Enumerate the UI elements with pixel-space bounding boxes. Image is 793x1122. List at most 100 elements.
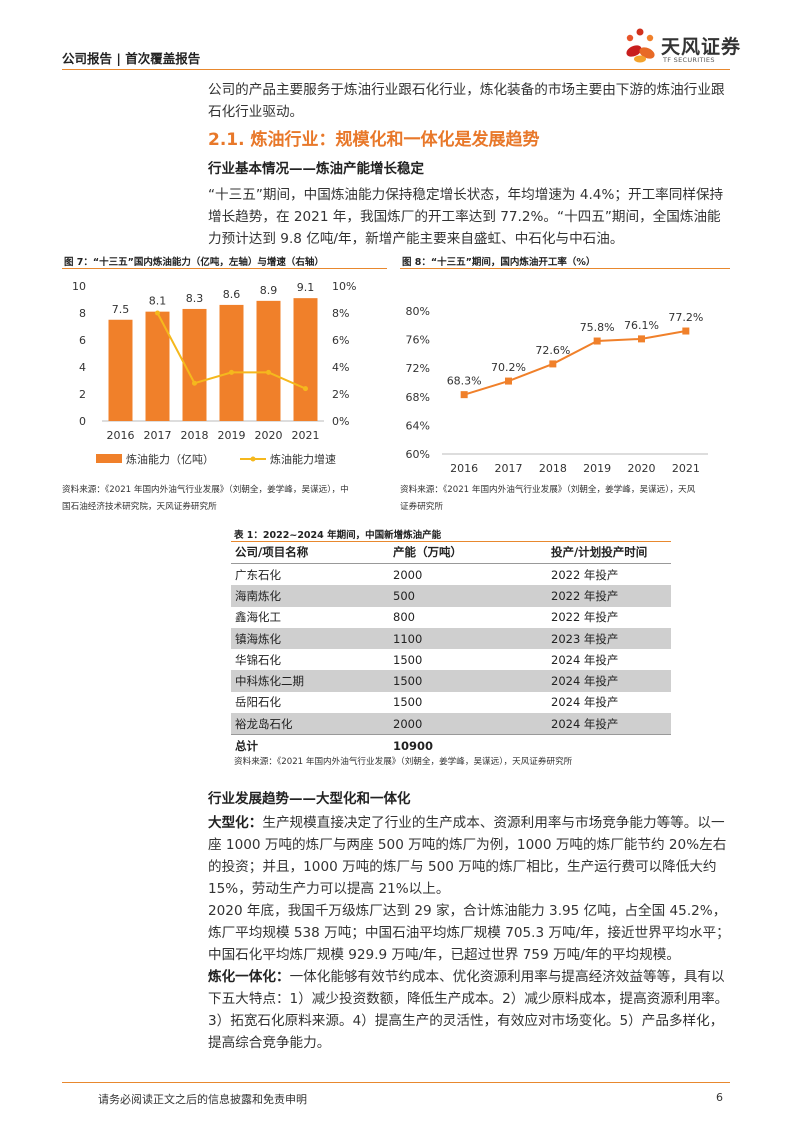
table-cell: 2024 年投产	[547, 713, 671, 735]
growth-rate-point	[266, 369, 271, 375]
table-header-capacity: 产能（万吨）	[389, 541, 547, 564]
table-header-row: 公司/项目名称 产能（万吨） 投产/计划投产时间	[231, 541, 671, 564]
utilization-label: 70.2%	[491, 361, 526, 374]
utilization-label: 77.2%	[668, 311, 703, 324]
utilization-line	[463, 330, 687, 396]
figure7-source: 资料来源：《2021 年国内外油气行业发展》（刘朝全，姜学峰，吴谋远），中 国石…	[62, 482, 392, 516]
paragraph-integration-text: 一体化能够有效节约成本、优化资源利用率与提高经济效益等等，具有以下五大特点：1）…	[208, 969, 729, 1051]
table-header-time: 投产/计划投产时间	[547, 541, 671, 564]
paragraph-scale-text: 生产规模直接决定了行业的生产成本、资源利用率与市场竞争能力等等。以一座 1000…	[208, 815, 727, 897]
figure7-source-line1: 资料来源：《2021 年国内外油气行业发展》（刘朝全，姜学峰，吴谋远），中	[62, 485, 349, 495]
section-title: 2.1. 炼油行业：规模化和一体化是发展趋势	[208, 130, 540, 150]
keyword-integration: 炼化一体化：	[208, 969, 290, 985]
capacity-bar-label: 8.3	[186, 292, 204, 305]
subheading-trends: 行业发展趋势——大型化和一体化	[208, 791, 411, 807]
growth-rate-point	[303, 386, 308, 392]
figure7-title: 图 7：“十三五”国内炼油能力（亿吨，左轴）与增速（右轴）	[64, 257, 324, 268]
figure7-divider	[62, 268, 387, 269]
utilization-point	[638, 335, 645, 343]
x-tick-label: 2017	[495, 462, 523, 475]
y-tick-label: 76%	[406, 334, 430, 347]
capacity-bar-label: 7.5	[112, 303, 130, 316]
table1: 公司/项目名称 产能（万吨） 投产/计划投产时间 广东石化 2000 2022 年投…	[231, 541, 671, 757]
table-cell: 岳阳石化	[235, 695, 281, 710]
table-cell: 海南炼化	[231, 585, 389, 607]
utilization-point	[460, 391, 468, 399]
table1-source: 资料来源：《2021 年国内外油气行业发展》（刘朝全，姜学峰，吴谋远），天风证券…	[234, 757, 573, 767]
figure8-source: 资料来源：《2021 年国内外油气行业发展》（刘朝全，姜学峰，吴谋远），天风 证…	[400, 482, 730, 516]
utilization-point	[682, 327, 690, 335]
header-divider	[62, 69, 730, 70]
x-tick-label: 2020	[628, 462, 656, 475]
table-cell: 2023 年投产	[547, 627, 671, 650]
table-cell: 1100	[389, 627, 547, 650]
x-tick-label: 2021	[672, 462, 700, 475]
y-right-tick-label: 4%	[332, 361, 349, 374]
y-left-tick-label: 4	[79, 361, 86, 374]
y-tick-label: 80%	[406, 305, 430, 318]
capacity-bar	[293, 298, 318, 421]
x-tick-label: 2016	[450, 462, 478, 475]
table-cell: 2024 年投产	[551, 652, 619, 667]
capacity-bar	[182, 308, 207, 421]
utilization-label: 68.3%	[447, 375, 482, 388]
header-report-type: 公司报告 | 首次覆盖报告	[62, 51, 201, 66]
y-right-tick-label: 2%	[332, 388, 349, 401]
table-cell: 500	[389, 585, 547, 607]
table-row: 岳阳石化 1500 2024 年投产	[231, 692, 671, 713]
table-cell: 中科炼化二期	[231, 670, 389, 692]
table-cell: 1500	[393, 652, 423, 667]
footer-disclaimer: 请务必阅读正文之后的信息披露和免责申明	[98, 1093, 307, 1106]
utilization-point	[549, 360, 557, 368]
legend-bar-label: 炼油能力（亿吨）	[126, 452, 214, 466]
table-cell: 2000	[389, 713, 547, 735]
table-row: 广东石化 2000 2022 年投产	[231, 564, 671, 586]
capacity-bar-label: 8.9	[260, 284, 278, 297]
figure8-divider	[400, 268, 730, 269]
table1-title: 表 1：2022~2024 年期间，中国新增炼油产能	[234, 530, 442, 541]
x-tick-label: 2019	[583, 462, 611, 475]
utilization-label: 76.1%	[624, 319, 659, 332]
table-cell	[547, 734, 671, 757]
intro-paragraph: 公司的产品主要服务于炼油行业跟石化行业，炼化装备的市场主要由下游的炼油行业跟石化…	[208, 82, 725, 120]
figure8-title: 图 8：“十三五”期间，国内炼油开工率（%）	[402, 257, 596, 268]
growth-rate-point	[192, 380, 197, 386]
table-cell: 2022 年投产	[551, 610, 619, 625]
table-cell: 裕龙岛石化	[231, 713, 389, 735]
table-cell: 10900	[389, 734, 547, 757]
table-cell: 800	[393, 610, 415, 625]
y-tick-label: 64%	[406, 419, 430, 432]
paragraph-capacity: “十三五”期间，中国炼油能力保持稳定增长状态，年均增速为 4.4%；开工率同样保…	[208, 187, 724, 247]
table-cell: 1500	[389, 670, 547, 692]
x-tick-label: 2019	[218, 429, 246, 442]
table-row: 镇海炼化 1100 2023 年投产	[231, 627, 671, 650]
utilization-label: 75.8%	[580, 321, 615, 334]
x-tick-label: 2018	[181, 429, 209, 442]
capacity-bar	[108, 319, 133, 421]
growth-rate-point	[229, 369, 234, 375]
x-tick-label: 2017	[144, 429, 172, 442]
figure8-source-line1: 资料来源：《2021 年国内外油气行业发展》（刘朝全，姜学峰，吴谋远），天风	[400, 485, 696, 495]
table-row: 华锦石化 1500 2024 年投产	[231, 649, 671, 670]
x-tick-label: 2018	[539, 462, 567, 475]
x-tick-label: 2016	[107, 429, 135, 442]
company-logo-english: TF SECURITIES	[663, 56, 715, 64]
y-right-tick-label: 0%	[332, 415, 349, 428]
x-tick-label: 2020	[255, 429, 283, 442]
subheading-basic: 行业基本情况——炼油产能增长稳定	[208, 161, 424, 177]
capacity-bar	[256, 300, 281, 421]
utilization-point	[505, 377, 512, 385]
table-cell: 华锦石化	[235, 652, 281, 667]
paragraph-integration: 炼化一体化：一体化能够有效节约成本、优化资源利用率与提高经济效益等等，具有以下五…	[208, 966, 730, 1054]
capacity-bar-label: 8.1	[149, 295, 167, 308]
table-row: 中科炼化二期 1500 2024 年投产	[231, 670, 671, 692]
y-right-tick-label: 10%	[332, 280, 356, 293]
y-tick-label: 60%	[406, 448, 430, 461]
legend-bar-swatch	[96, 454, 122, 463]
table-header-company: 公司/项目名称	[231, 541, 389, 564]
legend-line-label: 炼油能力增速	[270, 452, 336, 466]
y-tick-label: 72%	[406, 362, 430, 375]
table-row: 鑫海化工 800 2022 年投产	[231, 607, 671, 628]
legend-line-marker	[250, 456, 256, 462]
company-logo-name: 天风证券	[661, 36, 742, 58]
